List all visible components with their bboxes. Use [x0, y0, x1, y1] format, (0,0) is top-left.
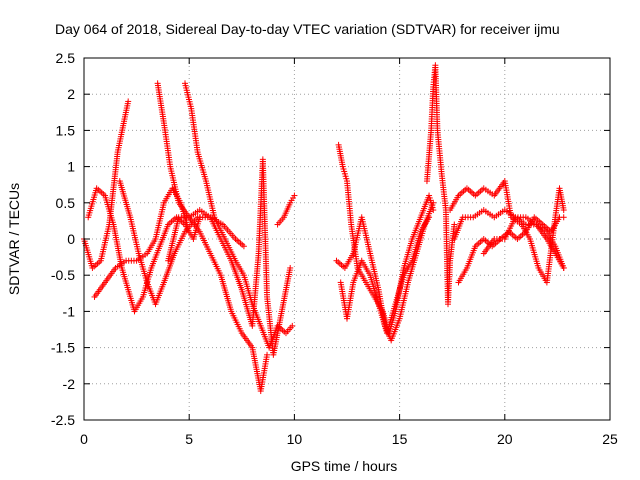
- data-point: [291, 192, 298, 199]
- y-tick-label: -2.5: [51, 412, 75, 428]
- y-tick-label: 0: [67, 231, 75, 247]
- x-tick-labels: 0 5 10 15 20 25: [80, 431, 618, 447]
- y-tick-label: 1.5: [56, 122, 76, 138]
- x-tick-label: 25: [602, 431, 618, 447]
- chart-title: Day 064 of 2018, Sidereal Day-to-day VTE…: [55, 21, 560, 37]
- data-point: [560, 214, 567, 221]
- y-tick-label: -2: [63, 376, 76, 392]
- data-points: [81, 62, 567, 395]
- data-point: [240, 243, 247, 250]
- x-tick-label: 0: [80, 431, 88, 447]
- y-tick-label: -1: [63, 303, 76, 319]
- x-tick-label: 15: [392, 431, 408, 447]
- x-axis-label: GPS time / hours: [291, 458, 398, 474]
- data-point: [287, 264, 294, 271]
- data-point: [125, 98, 132, 105]
- y-tick-label: 2: [67, 86, 75, 102]
- y-tick-labels: 2.5 2 1.5 1 0.5 0 -0.5 -1 -1.5 -2 -2.5: [51, 50, 75, 428]
- y-tick-label: 0.5: [56, 195, 76, 211]
- x-tick-label: 10: [287, 431, 303, 447]
- x-tick-label: 5: [185, 431, 193, 447]
- data-point: [289, 322, 296, 329]
- y-tick-label: -0.5: [51, 267, 75, 283]
- y-tick-label: 2.5: [56, 50, 76, 66]
- x-tick-label: 20: [497, 431, 513, 447]
- y-tick-label: 1: [67, 159, 75, 175]
- y-tick-label: -1.5: [51, 340, 75, 356]
- data-point: [264, 351, 271, 358]
- y-axis-label: SDTVAR / TECUs: [6, 183, 22, 295]
